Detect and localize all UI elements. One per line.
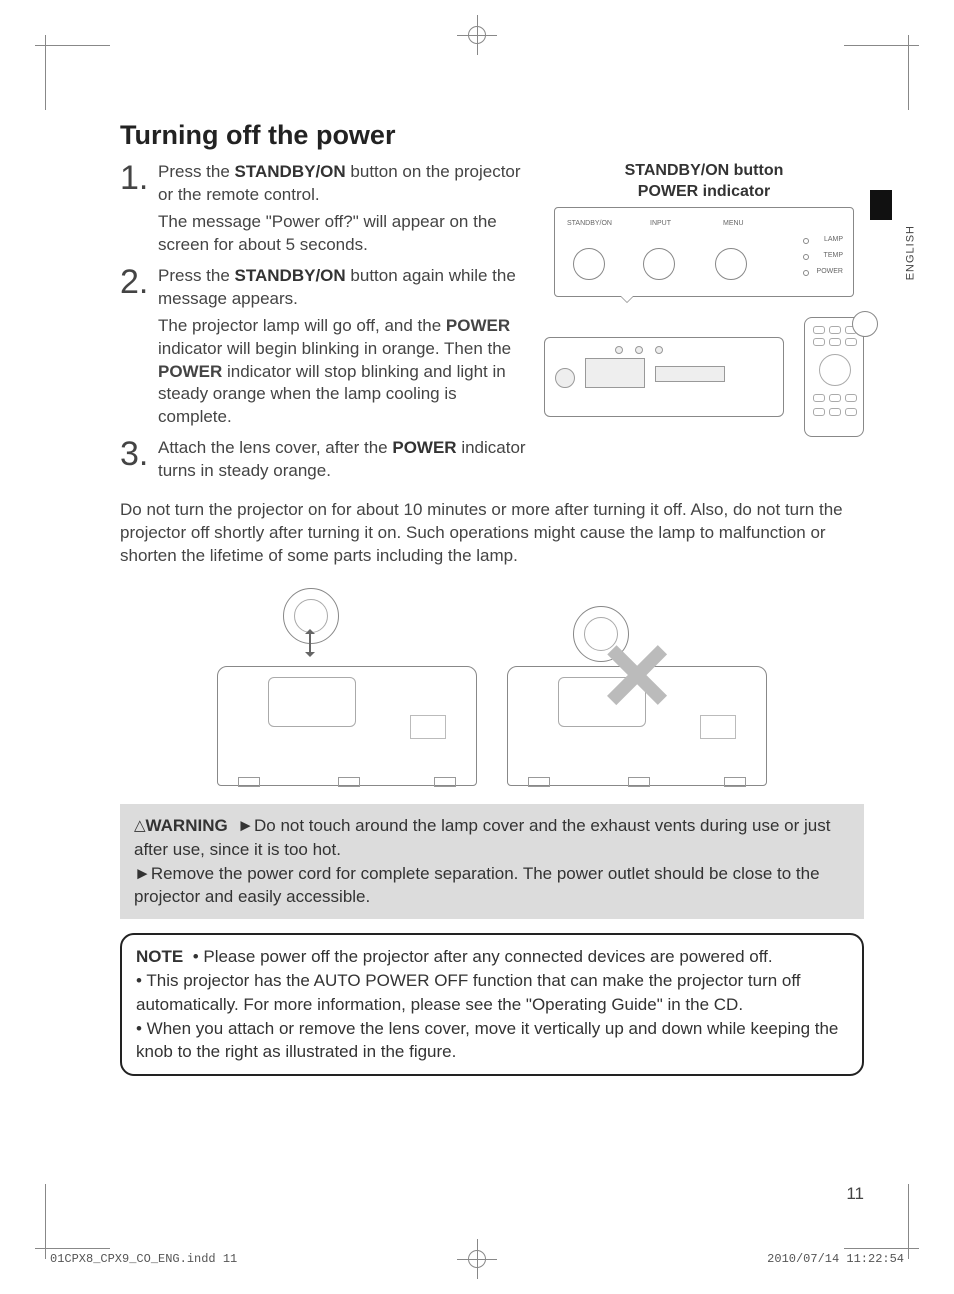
step-number: 2. <box>120 265 158 311</box>
note-box: NOTE • Please power off the projector af… <box>120 933 864 1076</box>
warning-box: △WARNING ►Do not touch around the lamp c… <box>120 804 864 919</box>
input-button-icon <box>643 248 675 280</box>
standby-button-icon <box>573 248 605 280</box>
crop-mark <box>45 1184 46 1259</box>
step-text: Press the STANDBY/ON button again while … <box>158 265 526 311</box>
callout-text: STANDBY/ON button POWER indicator <box>544 161 864 203</box>
power-led-icon <box>803 270 809 276</box>
page-number: 11 <box>846 1184 864 1204</box>
step-follow: The message "Power off?" will appear on … <box>158 211 526 257</box>
step-1: 1. Press the STANDBY/ON button on the pr… <box>120 161 526 207</box>
registration-mark-icon <box>462 20 492 50</box>
step-text: Press the STANDBY/ON button on the proje… <box>158 161 526 207</box>
crop-mark <box>908 1184 909 1259</box>
crop-mark <box>35 45 110 46</box>
temp-led-icon <box>803 254 809 260</box>
step-follow: The projector lamp will go off, and the … <box>158 315 526 430</box>
control-panel-diagram: STANDBY/ON button POWER indicator STANDB… <box>544 161 864 487</box>
step-2: 2. Press the STANDBY/ON button again whi… <box>120 265 526 311</box>
projector-rear-icon <box>544 337 784 417</box>
arrow-up-down-icon <box>309 630 311 656</box>
steps-list: 1. Press the STANDBY/ON button on the pr… <box>120 161 526 487</box>
projector-top-panel-icon: STANDBY/ON INPUT MENU LAMP TEMP POWER <box>554 207 854 297</box>
menu-button-icon <box>715 248 747 280</box>
crop-mark <box>908 35 909 110</box>
lens-cover-illustration: × <box>120 586 864 786</box>
step-number: 3. <box>120 437 158 483</box>
crop-mark <box>35 1248 110 1249</box>
step-3: 3. Attach the lens cover, after the POWE… <box>120 437 526 483</box>
caution-paragraph: Do not turn the projector on for about 1… <box>120 499 864 568</box>
registration-mark-icon <box>462 1244 492 1274</box>
thumb-tab <box>870 190 892 220</box>
page-title: Turning off the power <box>120 120 864 151</box>
footer-filename: 01CPX8_CPX9_CO_ENG.indd 11 <box>50 1252 237 1266</box>
projector-incorrect-icon: × <box>507 586 767 786</box>
step-text: Attach the lens cover, after the POWER i… <box>158 437 526 483</box>
x-mark-icon: × <box>602 632 672 716</box>
magnifier-icon <box>852 311 878 337</box>
crop-mark <box>45 35 46 110</box>
projector-rear-diagram <box>544 317 864 447</box>
page-content: ENGLISH Turning off the power 1. Press t… <box>120 120 864 1204</box>
language-tab: ENGLISH <box>904 225 916 280</box>
projector-correct-icon <box>217 586 477 786</box>
step-number: 1. <box>120 161 158 207</box>
footer-timestamp: 2010/07/14 11:22:54 <box>767 1252 904 1266</box>
lamp-led-icon <box>803 238 809 244</box>
warning-triangle-icon: △ <box>134 817 146 834</box>
remote-control-icon <box>804 317 864 437</box>
